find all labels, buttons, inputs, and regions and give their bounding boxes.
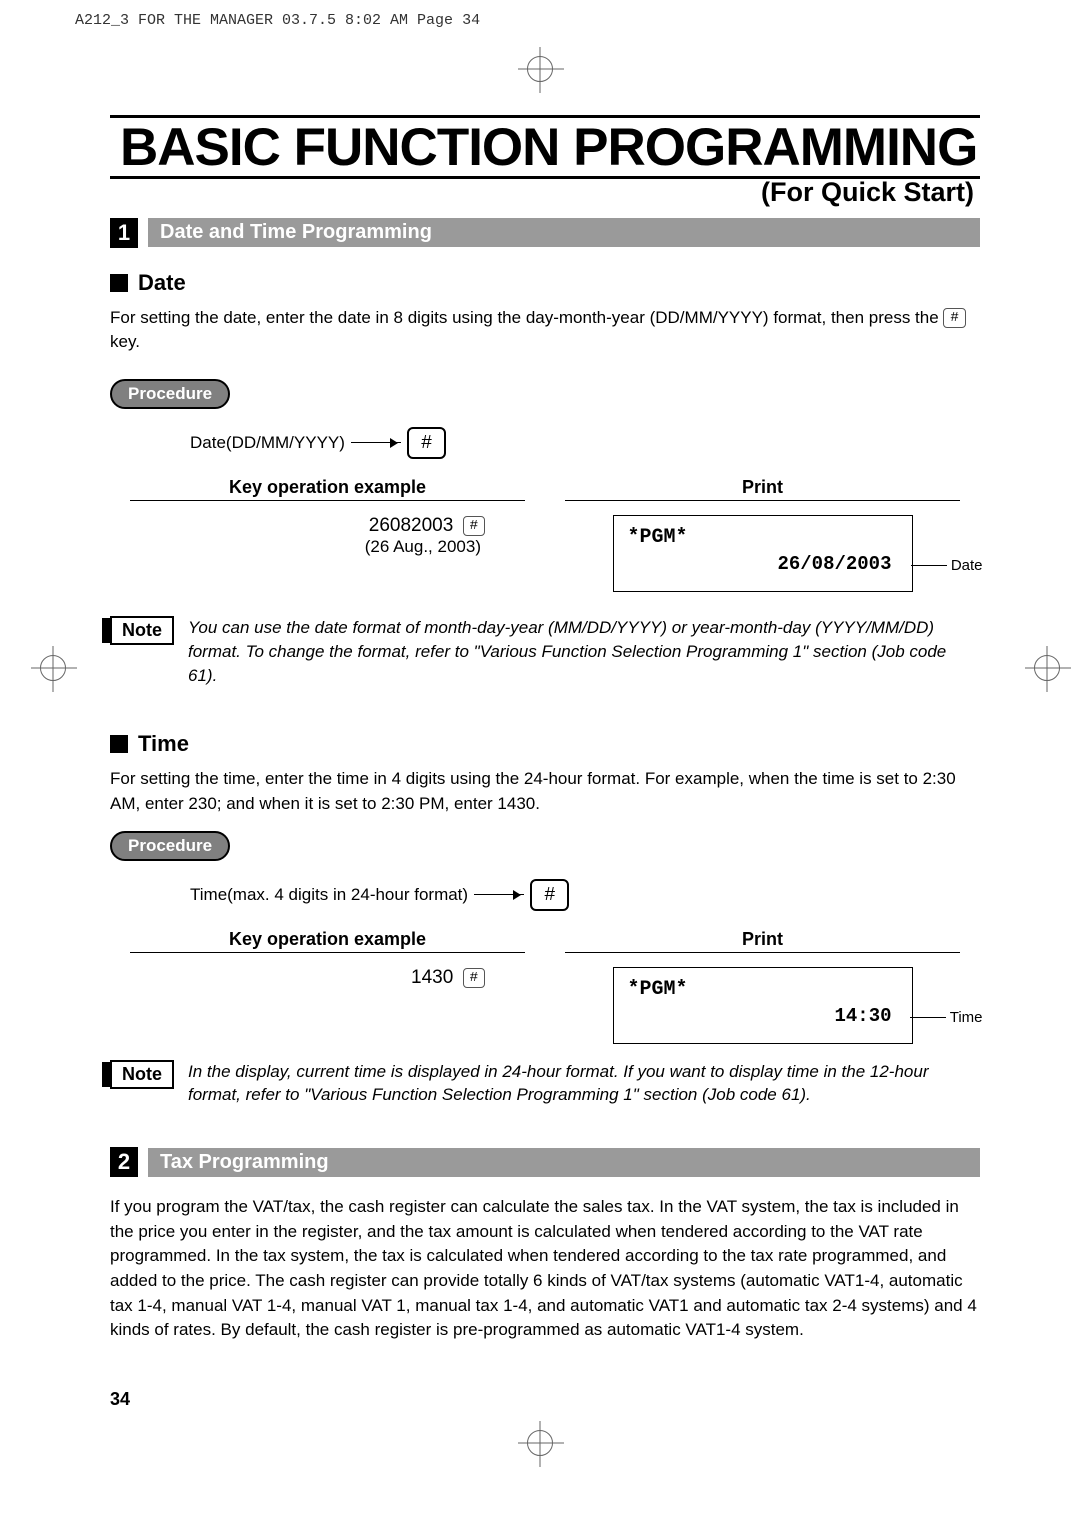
section-number: 1	[110, 218, 138, 248]
print-header: A212_3 FOR THE MANAGER 03.7.5 8:02 AM Pa…	[75, 12, 480, 29]
crop-mark-left-icon	[40, 655, 66, 681]
print-annotation-label: Time	[950, 1009, 983, 1026]
page-subtitle: (For Quick Start)	[110, 177, 980, 208]
subsection-heading: Date	[110, 270, 980, 296]
body-text-post: key.	[110, 332, 140, 351]
flow-label: Time(max. 4 digits in 24-hour format)	[190, 885, 468, 905]
section-header: 2 Tax Programming	[110, 1147, 980, 1177]
example-entry-value: 1430	[411, 967, 453, 988]
body-text: For setting the time, enter the time in …	[110, 767, 980, 816]
section-title: Tax Programming	[148, 1148, 980, 1177]
body-text: If you program the VAT/tax, the cash reg…	[110, 1195, 980, 1343]
hash-key-icon: #	[463, 516, 485, 536]
subsection-heading-label: Time	[138, 731, 189, 757]
crop-mark-right-icon	[1034, 655, 1060, 681]
page-title: BASIC FUNCTION PROGRAMMING	[110, 115, 980, 179]
arrow-right-icon	[351, 442, 401, 443]
hash-key-icon: #	[943, 308, 965, 328]
note-badge: Note	[110, 1060, 174, 1089]
annotation-line-icon	[911, 565, 947, 566]
subsection-heading: Time	[110, 731, 980, 757]
body-text: For setting the date, enter the date in …	[110, 306, 980, 355]
square-bullet-icon	[110, 735, 128, 753]
annotation-line-icon	[910, 1017, 946, 1018]
section-number: 2	[110, 1147, 138, 1177]
print-annotation: Time	[910, 1009, 983, 1026]
column-header-right: Print	[565, 477, 960, 501]
hash-key-big-icon: #	[407, 427, 446, 459]
square-bullet-icon	[110, 274, 128, 292]
print-value: 26/08/2003	[628, 553, 898, 575]
print-output-box: *PGM* 26/08/2003	[613, 515, 913, 592]
note-badge: Note	[110, 616, 174, 645]
example-columns: Key operation example 26082003 # (26 Aug…	[110, 477, 980, 592]
page-number: 34	[110, 1389, 130, 1410]
print-annotation: Date	[911, 557, 983, 574]
procedure-badge: Procedure	[110, 831, 230, 861]
print-mode-label: *PGM*	[628, 526, 898, 549]
print-annotation-label: Date	[951, 557, 983, 574]
column-header-left: Key operation example	[130, 929, 525, 953]
hash-key-big-icon: #	[530, 879, 569, 911]
note-block: Note You can use the date format of mont…	[110, 616, 980, 687]
subsection-heading-label: Date	[138, 270, 186, 296]
note-text: In the display, current time is displaye…	[188, 1060, 980, 1108]
arrow-right-icon	[474, 894, 524, 895]
example-subtext: (26 Aug., 2003)	[110, 537, 481, 557]
flow-label: Date(DD/MM/YYYY)	[190, 433, 345, 453]
example-entry: 26082003 #	[110, 515, 485, 537]
note-block: Note In the display, current time is dis…	[110, 1060, 980, 1108]
flow-diagram: Time(max. 4 digits in 24-hour format) #	[190, 879, 980, 911]
print-value: 14:30	[628, 1005, 898, 1027]
crop-mark-top-icon	[527, 56, 553, 82]
example-columns: Key operation example 1430 # Print *PGM*…	[110, 929, 980, 1044]
note-text: You can use the date format of month-day…	[188, 616, 980, 687]
example-entry-value: 26082003	[369, 515, 454, 536]
column-header-right: Print	[565, 929, 960, 953]
flow-diagram: Date(DD/MM/YYYY) #	[190, 427, 980, 459]
example-entry: 1430 #	[110, 967, 485, 989]
crop-mark-bottom-icon	[527, 1430, 553, 1456]
hash-key-icon: #	[463, 968, 485, 988]
section-header: 1 Date and Time Programming	[110, 218, 980, 248]
column-header-left: Key operation example	[130, 477, 525, 501]
section-title: Date and Time Programming	[148, 218, 980, 247]
body-text-pre: For setting the date, enter the date in …	[110, 308, 943, 327]
page-content: BASIC FUNCTION PROGRAMMING (For Quick St…	[110, 115, 980, 1343]
procedure-badge: Procedure	[110, 379, 230, 409]
print-mode-label: *PGM*	[628, 978, 898, 1001]
print-output-box: *PGM* 14:30	[613, 967, 913, 1044]
